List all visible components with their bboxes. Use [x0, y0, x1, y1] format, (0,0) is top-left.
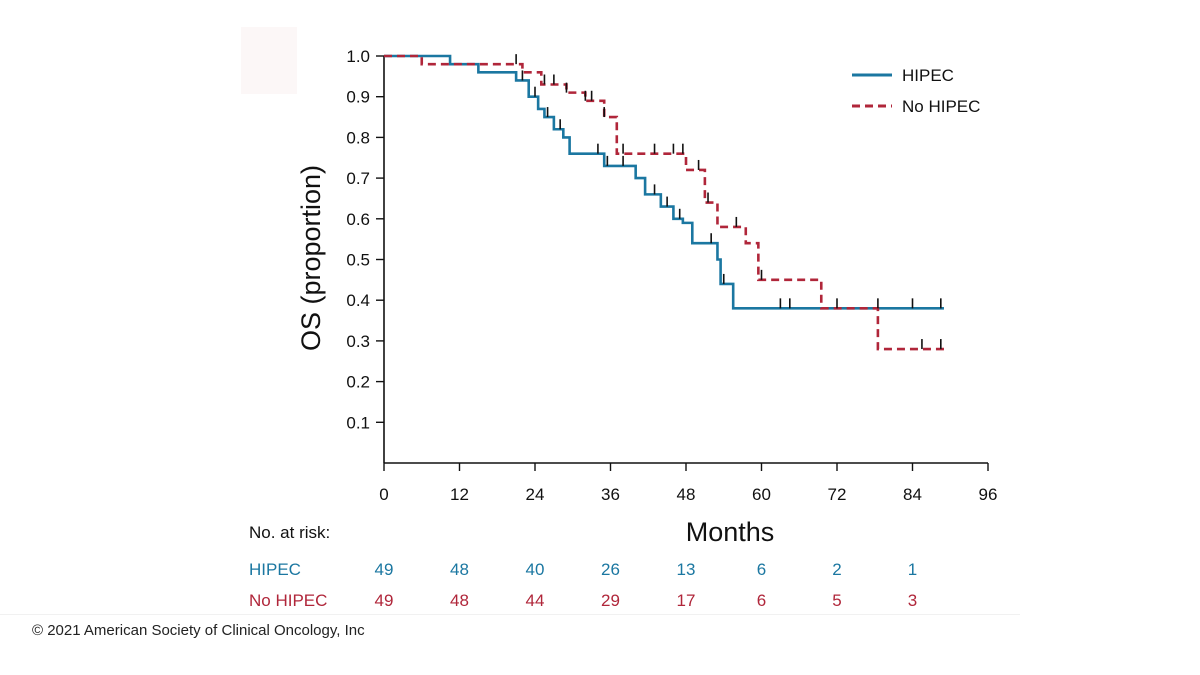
risk-count-no-hipec: 5 [832, 591, 842, 610]
legend-label-no-hipec: No HIPEC [902, 97, 980, 116]
x-tick-label: 84 [903, 485, 922, 504]
risk-row-label-hipec: HIPEC [249, 560, 301, 579]
y-tick-label: 0.5 [346, 251, 370, 270]
risk-count-no-hipec: 6 [756, 591, 767, 610]
x-axis-ticks: 0 12 24 36 48 60 72 84 96 [379, 463, 997, 504]
x-tick-label: 12 [450, 485, 469, 504]
risk-count-hipec: 1 [907, 560, 918, 579]
survival-curve-no-hipec [384, 54, 944, 351]
risk-count-hipec: 2 [832, 560, 842, 579]
risk-count-no-hipec: 48 [450, 591, 469, 610]
risk-count-no-hipec: 17 [676, 591, 696, 610]
risk-count-no-hipec: 29 [601, 591, 620, 610]
risk-count-hipec: 40 [525, 560, 545, 579]
x-tick-label: 0 [379, 485, 388, 504]
y-tick-label: 1.0 [346, 47, 370, 66]
x-axis-title: Months [686, 517, 775, 547]
risk-count-no-hipec: 49 [374, 591, 394, 610]
risk-count-no-hipec: 44 [525, 591, 545, 610]
y-tick-label: 0.8 [346, 128, 370, 147]
y-tick-label: 0.3 [346, 332, 370, 351]
corner-swatch [241, 27, 297, 94]
x-tick-label: 48 [677, 485, 696, 504]
x-tick-label: 60 [752, 485, 771, 504]
risk-row-label-no-hipec: No HIPEC [249, 591, 328, 610]
footer-divider [0, 614, 1020, 615]
series-layer [384, 54, 944, 351]
y-tick-label: 0.6 [346, 210, 370, 229]
y-tick-label: 0.1 [346, 413, 370, 432]
risk-count-hipec: 49 [374, 560, 394, 579]
risk-count-hipec: 48 [450, 560, 469, 579]
risk-count-hipec: 13 [676, 560, 696, 579]
x-tick-label: 36 [601, 485, 620, 504]
risk-table-title: No. at risk: [249, 523, 331, 542]
y-tick-label: 0.4 [346, 291, 370, 310]
legend-label-hipec: HIPEC [902, 66, 954, 85]
x-tick-label: 24 [526, 485, 545, 504]
y-tick-label: 0.9 [346, 88, 370, 107]
censor-marks [515, 54, 942, 350]
y-tick-label: 0.2 [346, 373, 370, 392]
x-tick-label: 72 [828, 485, 847, 504]
y-axis-title: OS (proportion) [296, 165, 326, 351]
legend: HIPEC No HIPEC [852, 66, 980, 116]
copyright-notice: © 2021 American Society of Clinical Onco… [32, 622, 365, 639]
risk-count-hipec: 26 [601, 560, 620, 579]
y-axis-ticks: 0.1 0.2 0.3 0.4 0.5 0.6 0.7 0.8 0.9 1.0 [346, 47, 384, 432]
y-tick-label: 0.7 [346, 169, 370, 188]
x-tick-label: 96 [979, 485, 998, 504]
survival-curve-hipec [384, 54, 944, 310]
risk-count-no-hipec: 3 [907, 591, 918, 610]
risk-count-hipec: 6 [756, 560, 767, 579]
